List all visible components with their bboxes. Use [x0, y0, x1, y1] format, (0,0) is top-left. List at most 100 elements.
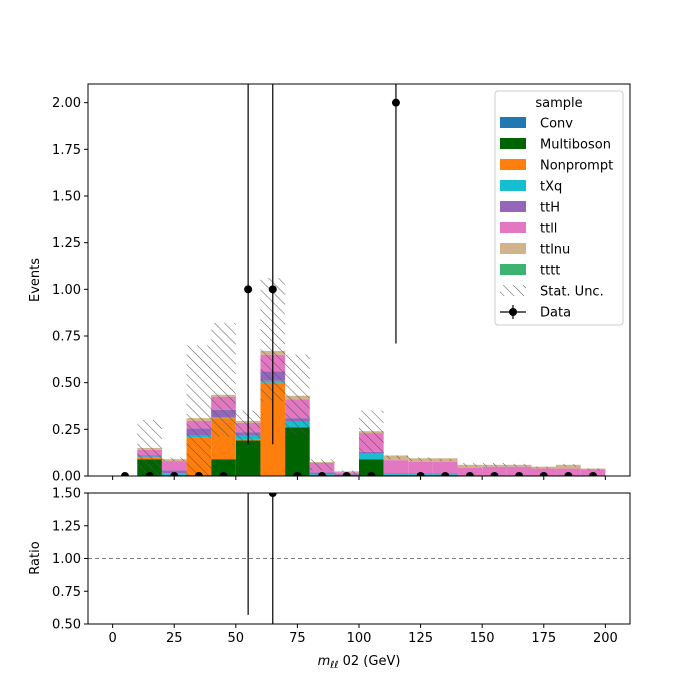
main-y-tick-label-0: 0.00: [52, 470, 81, 485]
ratio-x-ticks: 0 25 50 75 100 125 150 175 200: [108, 624, 618, 646]
bar-ttll-bin-16: [506, 466, 532, 476]
stat-unc-band-bin-14: [457, 462, 483, 467]
ratio-x-tick-label-8: 200: [593, 631, 618, 646]
legend-box: [494, 90, 624, 326]
data-point-1: [145, 472, 154, 476]
legend-title: sample: [535, 96, 582, 111]
stat-unc-band-bin-7: [285, 354, 310, 435]
data-point-10: [367, 472, 376, 476]
data-point-5: [244, 285, 253, 294]
main-y-ticks: 0.00 0.25 0.50 0.75 1.00 1.25 1.50 1.75 2.00: [52, 96, 88, 485]
main-y-tick-label-2: 0.50: [52, 376, 81, 391]
legend-label-ttll: ttll: [540, 222, 557, 237]
legend-label-multiboson: Multiboson: [540, 138, 611, 153]
legend-swatch-txq: [500, 180, 526, 191]
main-y-axis-label: Events: [28, 258, 43, 302]
legend-label-ttlnu: ttlnu: [540, 243, 570, 258]
ratio-y-tick-label-0: 0.50: [52, 618, 81, 633]
main-y-tick-label-8: 2.00: [52, 96, 81, 111]
data-point-18: [564, 472, 573, 476]
bar-txq-bin-11: [383, 474, 409, 476]
legend-swatch-stat-unc: [500, 285, 526, 296]
main-marks: [120, 84, 606, 476]
ratio-x-tick-label-0: 0: [108, 631, 116, 646]
legend-label-data: Data: [540, 306, 571, 321]
ratio-y-tick-label-1: 0.75: [52, 585, 81, 600]
data-point-13: [441, 472, 450, 476]
ratio-panel: 0.50 0.75 1.00 1.25 1.50 0 25 50 75 100 125 150 175…: [28, 487, 631, 671]
legend-label-nonprompt: Nonprompt: [540, 159, 613, 174]
bar-ttll-bin-17: [531, 468, 557, 476]
stat-unc-band-bin-10: [359, 410, 384, 454]
stat-unc-band-bin-3: [186, 345, 212, 476]
legend-label-txq: tXq: [540, 180, 562, 195]
stat-unc-band-bin-1: [137, 420, 162, 476]
legend-label-tth: ttH: [540, 201, 560, 216]
data-point-6: [268, 285, 277, 294]
x-axis-label: mℓℓ 02 (GeV): [318, 654, 401, 671]
legend-swatch-multiboson: [500, 138, 526, 149]
x-axis-label-main: m: [318, 654, 331, 669]
data-point-8: [318, 472, 327, 476]
bar-multiboson-bin-7: [285, 427, 310, 476]
ratio-x-tick-label-1: 25: [166, 631, 183, 646]
stat-unc-band-bin-11: [383, 455, 409, 460]
ratio-x-tick-label-3: 75: [289, 631, 306, 646]
stat-unc-band-bin-15: [482, 462, 507, 467]
ratio-x-tick-label-6: 150: [470, 631, 495, 646]
legend-swatch-tth: [500, 201, 526, 212]
ratio-y-tick-label-2: 1.00: [52, 552, 81, 567]
stat-unc-band-bin-18: [556, 463, 581, 467]
ratio-plot-area: [88, 493, 630, 624]
legend-swatch-ttll: [500, 222, 526, 233]
bar-ttll-bin-2: [161, 461, 187, 471]
main-y-tick-label-1: 0.25: [52, 423, 81, 438]
bar-tth-bin-11: [383, 473, 409, 475]
bar-txq-bin-10: [359, 453, 384, 460]
legend-items: Conv Multiboson Nonprompt tXq ttH ttll ttlnu tt…: [500, 117, 613, 321]
ratio-y-axis-label: Ratio: [28, 541, 43, 574]
ratio-y-tick-label-4: 1.50: [52, 487, 81, 502]
legend-swatch-ttlnu: [500, 243, 526, 254]
legend-label-conv: Conv: [540, 117, 573, 132]
ratio-x-tick-label-2: 50: [228, 631, 245, 646]
stat-unc-band-bin-16: [506, 463, 532, 467]
data-point-9: [342, 472, 351, 476]
stat-unc-band-bin-13: [432, 459, 458, 462]
legend-data-marker: [509, 308, 517, 316]
data-point-4: [219, 472, 228, 476]
stat-unc-band-bin-12: [408, 457, 433, 462]
stat-unc-band-bin-2: [161, 457, 187, 462]
x-axis-label-rest: 02 (GeV): [339, 654, 401, 669]
legend-swatch-conv: [500, 117, 526, 128]
bar-tth-bin-2: [161, 470, 187, 474]
data-point-19: [589, 472, 598, 476]
stat-unc-band-bin-8: [309, 459, 335, 471]
stat-unc-band-bin-4: [211, 322, 236, 437]
ratio-point-1: [268, 493, 277, 497]
main-y-tick-label-4: 1.00: [52, 283, 81, 298]
stat-unc-band-bin-19: [580, 468, 606, 471]
bar-multiboson-bin-5: [235, 440, 261, 476]
legend-swatch-tttt: [500, 264, 526, 275]
data-point-16: [515, 472, 524, 476]
bar-ttll-bin-11: [383, 460, 409, 474]
stat-unc-band-bin-17: [531, 466, 557, 469]
bar-ttll-bin-13: [432, 462, 458, 474]
legend-swatch-nonprompt: [500, 159, 526, 170]
main-y-tick-label-3: 0.75: [52, 330, 81, 345]
data-point-0: [120, 472, 129, 476]
data-point-3: [194, 472, 203, 476]
bar-ttll-bin-18: [556, 468, 581, 476]
data-point-12: [416, 472, 425, 476]
main-y-tick-label-7: 1.75: [52, 143, 81, 158]
ratio-y-ticks: 0.50 0.75 1.00 1.25 1.50: [52, 487, 88, 633]
x-axis-label-sub: ℓℓ: [330, 660, 338, 671]
main-x-ticks: [112, 476, 606, 480]
ratio-x-tick-label-7: 175: [531, 631, 556, 646]
bar-ttll-bin-12: [408, 462, 433, 474]
ratio-x-tick-label-4: 100: [347, 631, 372, 646]
legend-label-tttt: tttt: [540, 264, 560, 279]
data-point-17: [539, 472, 548, 476]
